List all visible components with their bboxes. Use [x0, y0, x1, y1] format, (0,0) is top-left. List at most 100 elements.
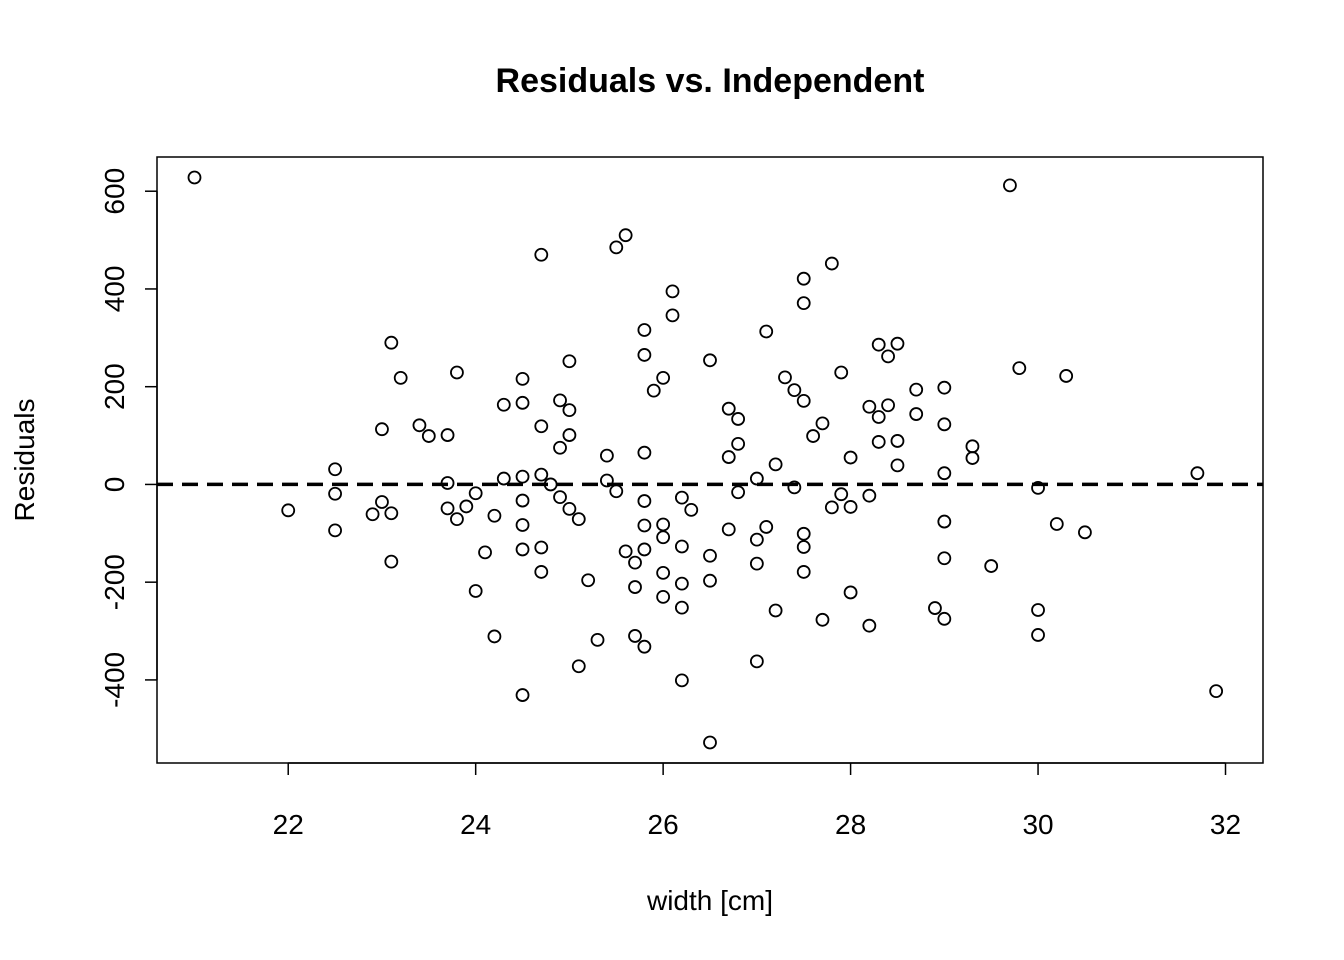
data-point — [450, 365, 464, 380]
data-point — [365, 507, 380, 522]
data-point — [384, 554, 399, 569]
data-point — [656, 370, 671, 385]
data-point — [534, 540, 549, 555]
data-point — [881, 398, 895, 413]
data-point — [843, 450, 858, 465]
data-point — [459, 499, 474, 514]
data-point — [796, 540, 811, 554]
data-point — [937, 380, 952, 395]
data-point — [1049, 517, 1064, 531]
data-point — [328, 486, 342, 501]
data-point — [487, 508, 502, 523]
data-point — [984, 559, 999, 573]
data-point — [628, 555, 642, 570]
data-point — [637, 518, 652, 533]
data-point — [515, 371, 530, 386]
data-point — [871, 410, 886, 424]
data-point — [590, 632, 605, 647]
data-point — [890, 336, 905, 351]
data-point — [628, 580, 642, 594]
plot-frame — [156, 156, 1264, 764]
data-point — [1031, 628, 1045, 642]
data-point — [637, 348, 652, 362]
data-point — [871, 337, 886, 352]
data-point — [487, 629, 502, 644]
data-point — [571, 659, 586, 674]
data-point — [1190, 466, 1205, 481]
data-point — [796, 565, 811, 579]
y-axis: -400 -200 0 200 400 600 — [99, 168, 158, 708]
data-point — [515, 469, 530, 484]
data-point — [515, 493, 530, 508]
data-point — [674, 539, 689, 554]
data-point — [496, 397, 511, 412]
data-point — [909, 407, 924, 421]
data-point — [703, 573, 717, 588]
data-point — [843, 585, 858, 600]
data-point — [412, 418, 427, 433]
data-point — [534, 467, 549, 482]
data-point — [1059, 369, 1074, 383]
x-axis-label: width [cm] — [646, 885, 773, 916]
data-point — [609, 240, 624, 255]
data-point — [749, 532, 764, 547]
data-point — [515, 395, 530, 410]
data-point — [656, 589, 671, 604]
data-point — [834, 365, 849, 380]
data-point — [599, 473, 614, 488]
data-point — [703, 353, 717, 368]
data-point — [674, 576, 689, 591]
data-point — [440, 501, 455, 516]
data-point — [731, 485, 746, 500]
data-point — [937, 514, 952, 529]
data-point — [618, 228, 633, 243]
data-point — [834, 487, 849, 502]
data-points-layer — [187, 170, 1224, 750]
data-point — [496, 471, 511, 486]
data-point — [665, 308, 680, 323]
data-point — [796, 296, 811, 311]
data-point — [1078, 525, 1092, 540]
data-point — [787, 383, 802, 398]
data-point — [571, 512, 586, 527]
y-tick-label: 400 — [99, 266, 130, 313]
data-point — [328, 462, 342, 477]
data-point — [281, 503, 296, 518]
data-point — [618, 544, 633, 559]
data-point — [375, 422, 389, 437]
data-point — [721, 401, 736, 416]
data-point — [478, 545, 492, 560]
data-point — [759, 324, 774, 339]
data-point — [637, 323, 652, 337]
data-point — [871, 435, 886, 449]
data-point — [937, 417, 952, 432]
data-point — [1003, 178, 1017, 193]
data-point — [684, 502, 699, 517]
data-point — [440, 428, 455, 442]
data-point — [890, 458, 905, 473]
data-point — [1031, 603, 1045, 617]
data-point — [759, 520, 774, 534]
x-tick-label: 26 — [648, 809, 679, 840]
data-point — [375, 495, 389, 509]
data-point — [862, 618, 877, 633]
data-point — [721, 522, 736, 537]
data-point — [543, 477, 558, 492]
data-point — [562, 354, 577, 369]
data-point — [609, 484, 624, 499]
data-point — [815, 416, 830, 431]
data-point — [965, 439, 980, 454]
x-tick-label: 28 — [835, 809, 866, 840]
data-point — [637, 494, 652, 508]
data-point — [581, 573, 596, 588]
data-point — [656, 530, 671, 545]
data-point — [440, 476, 455, 490]
data-point — [768, 457, 783, 472]
data-point — [731, 436, 746, 451]
data-point — [928, 601, 942, 615]
y-tick-label: 600 — [99, 168, 130, 215]
data-point — [778, 370, 792, 385]
data-point — [721, 450, 736, 464]
data-point — [815, 612, 830, 627]
chart-title: Residuals vs. Independent — [496, 62, 925, 100]
